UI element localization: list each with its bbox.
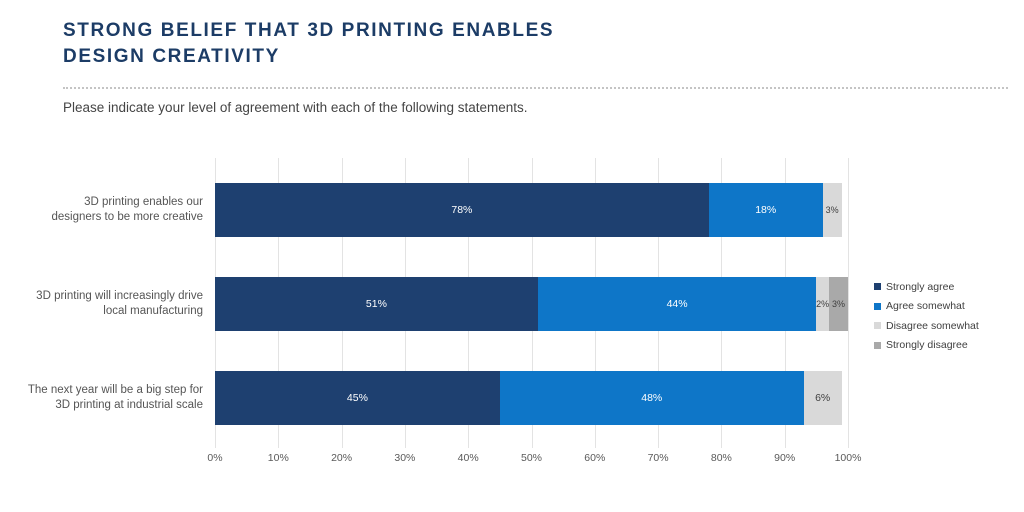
x-tick-label: 0% (207, 452, 223, 464)
gridline (848, 158, 849, 448)
bar-value-label: 18% (755, 204, 777, 216)
bar-segment: 48% (499, 371, 804, 425)
bar-value-label: 6% (815, 392, 831, 404)
bar-chart-plot-area: 78% 18% 3% 51% 44% 2% 3% 45% 48% 6% (215, 158, 849, 448)
legend-item: Agree somewhat (874, 297, 979, 317)
bar-value-label: 3% (831, 299, 845, 309)
legend-swatch (874, 302, 881, 310)
x-tick-label: 30% (394, 452, 416, 464)
x-tick-label: 100% (834, 452, 862, 464)
legend-label: Disagree somewhat (886, 319, 979, 332)
bar-value-label: 48% (641, 392, 663, 404)
bar-segment: 6% (803, 371, 842, 425)
bar-segment: 45% (215, 371, 500, 425)
x-tick-label: 80% (710, 452, 732, 464)
bar-value-label: 3% (825, 205, 839, 215)
page-title-line-1: STRONG BELIEF THAT 3D PRINTING ENABLES (63, 20, 555, 41)
x-tick-label: 10% (267, 452, 289, 464)
x-tick-label: 40% (457, 452, 479, 464)
bar-row: 78% 18% 3% (215, 183, 848, 237)
chart-legend: Strongly agree Agree somewhat Disagree som… (874, 277, 979, 355)
bar-segment: 3% (822, 183, 842, 237)
bar-segment: 51% (215, 277, 538, 331)
legend-label: Agree somewhat (886, 300, 965, 313)
legend-swatch (874, 341, 881, 349)
legend-item: Strongly agree (874, 277, 979, 297)
x-tick-label: 50% (520, 452, 542, 464)
category-label: 3D printing will increasingly drive local… (0, 289, 203, 319)
bar-value-label: 45% (346, 392, 368, 404)
bar-value-label: 44% (666, 298, 688, 310)
dotted-divider (63, 87, 1008, 89)
bar-segment: 3% (829, 277, 848, 331)
bar-value-label: 78% (451, 204, 473, 216)
page-title-line-2: DESIGN CREATIVITY (63, 46, 280, 67)
legend-item: Strongly disagree (874, 336, 979, 356)
bar-row: 51% 44% 2% 3% (215, 277, 848, 331)
bar-row: 45% 48% 6% (215, 371, 848, 425)
bar-segment: 44% (537, 277, 817, 331)
legend-label: Strongly agree (886, 280, 955, 293)
bar-value-label: 2% (816, 299, 830, 309)
x-tick-label: 90% (774, 452, 796, 464)
category-label-line: The next year will be a big step for (27, 384, 203, 396)
category-label-line: 3D printing will increasingly drive (36, 290, 203, 302)
x-tick-label: 70% (647, 452, 669, 464)
legend-swatch (874, 283, 881, 291)
page-title: STRONG BELIEF THAT 3D PRINTING ENABLES D… (63, 18, 554, 70)
legend-item: Disagree somewhat (874, 316, 979, 336)
x-tick-label: 20% (331, 452, 353, 464)
legend-swatch (874, 322, 881, 330)
bar-segment: 2% (816, 277, 829, 331)
bar-segment: 18% (708, 183, 823, 237)
bar-segment: 78% (215, 183, 709, 237)
category-label-line: 3D printing enables our (84, 196, 203, 208)
category-label-line: designers to be more creative (51, 211, 204, 223)
bar-value-label: 51% (365, 298, 387, 310)
category-label-line: 3D printing at industrial scale (55, 399, 203, 411)
category-label-line: local manufacturing (103, 305, 203, 317)
x-tick-label: 60% (584, 452, 606, 464)
category-label: 3D printing enables our designers to be m… (0, 195, 204, 225)
category-label: The next year will be a big step for 3D p… (0, 383, 203, 413)
legend-label: Strongly disagree (886, 339, 968, 352)
survey-prompt: Please indicate your level of agreement … (63, 100, 528, 115)
